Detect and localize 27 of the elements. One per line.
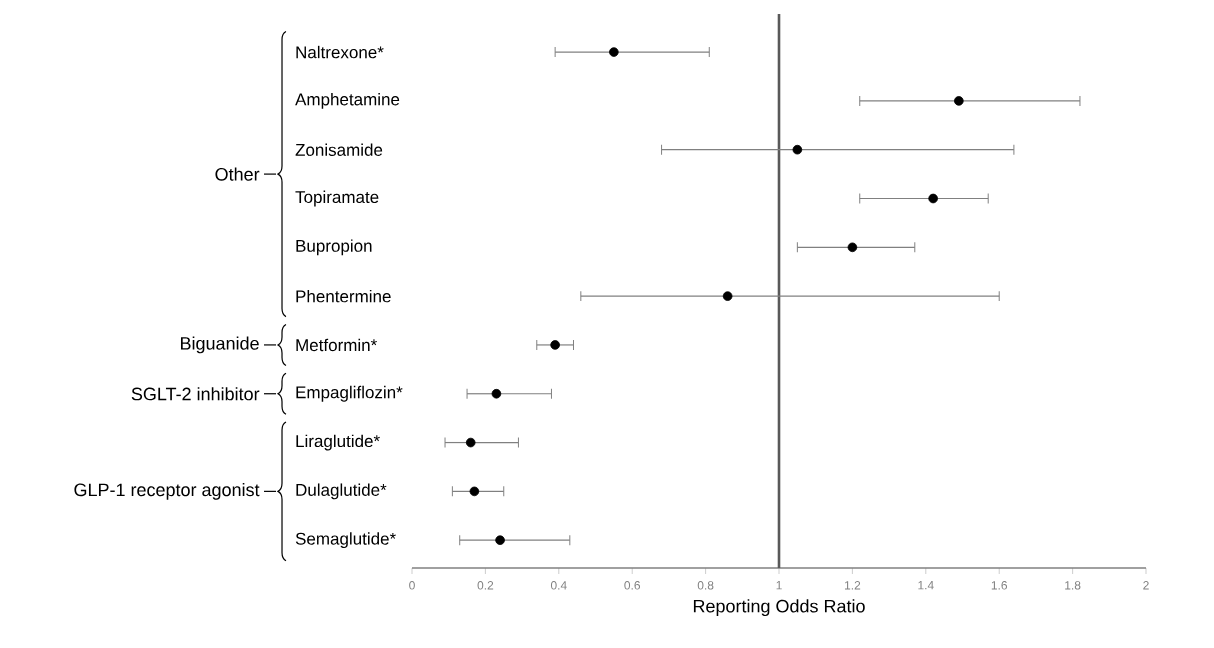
- point: [550, 340, 560, 350]
- y-tick-label: Empagliflozin*: [296, 385, 403, 402]
- y-tick-label: Bupropion: [296, 239, 372, 256]
- text: Biguanide: [181, 336, 259, 354]
- y-tick-label: Semaglutide*: [295, 532, 396, 549]
- y-tick-label: Phentermine: [296, 289, 391, 303]
- point: [722, 291, 733, 301]
- y-tick-label: Dulaglutide*: [296, 483, 387, 500]
- y-tick-label: Topiramate: [295, 190, 379, 207]
- point: [465, 437, 476, 448]
- text: Other: [215, 167, 260, 181]
- point: [495, 535, 505, 545]
- point: [847, 242, 858, 253]
- y-tick-label: Amphetamine: [295, 92, 400, 109]
- point: [954, 96, 964, 106]
- y-tick-label: Metformin*: [296, 338, 377, 352]
- point: [609, 47, 619, 57]
- point: [491, 388, 502, 399]
- point: [928, 193, 938, 204]
- x-axis-title: Reporting Odds Ratio: [693, 599, 865, 617]
- point: [469, 486, 480, 497]
- y-tick-label: Zonisamide: [295, 143, 383, 156]
- point: [792, 144, 803, 155]
- y-tick-label: Liraglutide*: [296, 434, 380, 451]
- y-tick-label: Naltrexone*: [296, 45, 384, 59]
- text: SGLT-2 inhibitor: [131, 387, 260, 401]
- text: GLP-1 receptor agonist: [74, 482, 260, 500]
